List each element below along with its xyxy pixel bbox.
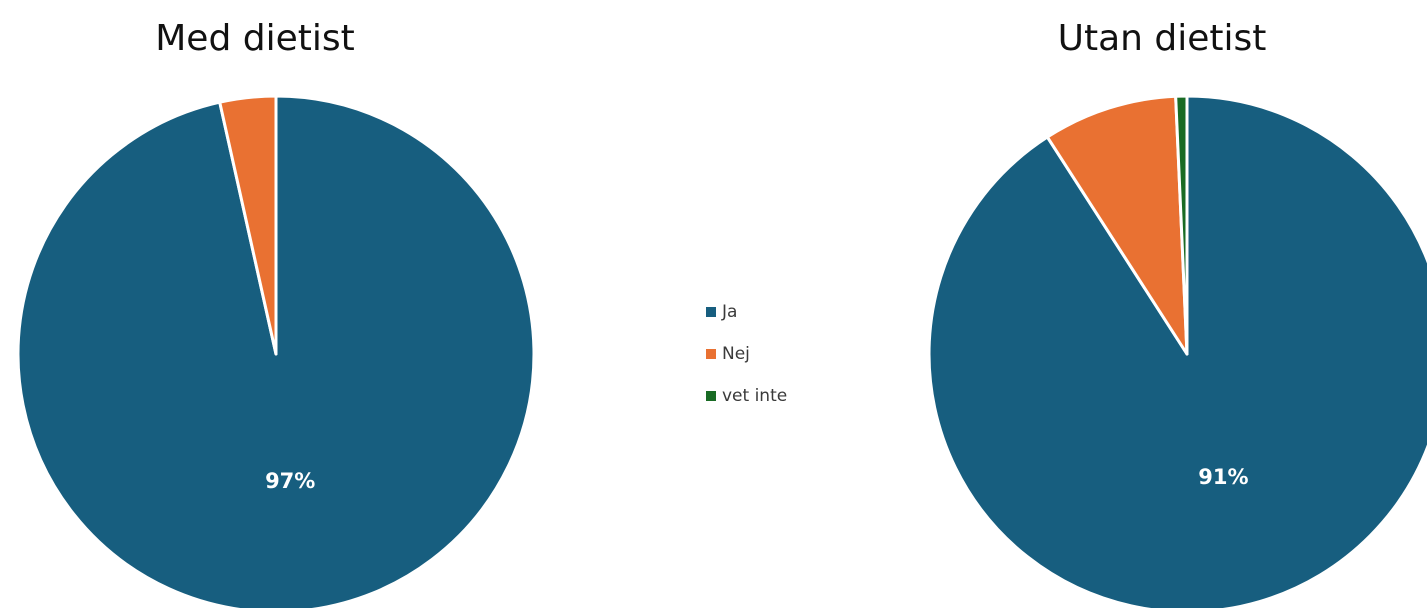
data-label-ja: 91% [1198,465,1248,489]
legend-label: Ja [721,302,737,322]
legend-item-ja: Ja [706,302,737,322]
data-label-ja: 97% [265,469,315,493]
pie-chart-med-dietist: Med dietist 97% [16,18,536,608]
legend-item-nej: Nej [706,344,750,364]
chart-title: Med dietist [155,18,355,59]
legend: Ja Nej vet inte [706,302,787,406]
legend-label: Nej [722,344,750,364]
legend-label: vet inte [722,386,787,406]
pie-slice-nej [1045,94,1189,356]
legend-swatch [706,307,716,317]
pie-slice-ja [16,94,536,608]
pie-slice-ja [927,94,1427,608]
pie-slice-vet-inte [1174,94,1189,356]
pie-slice-nej [218,94,278,356]
pie-chart-utan-dietist: Utan dietist 91% [927,18,1427,608]
legend-swatch [706,349,716,359]
legend-swatch [706,391,716,401]
legend-item-vet-inte: vet inte [706,386,787,406]
chart-title: Utan dietist [1058,18,1267,59]
